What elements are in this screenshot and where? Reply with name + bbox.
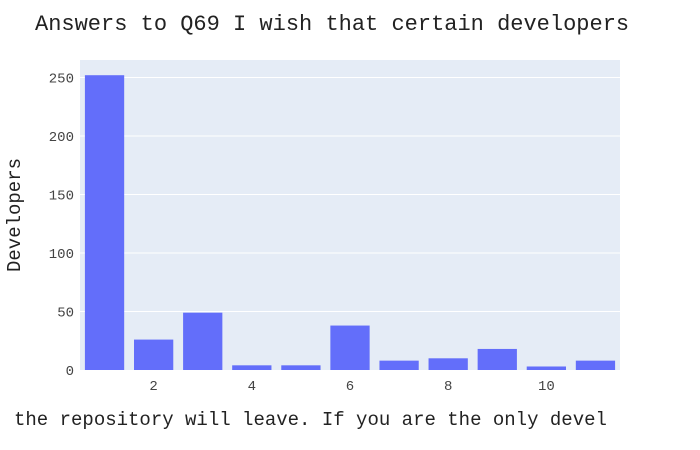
bar — [379, 360, 419, 370]
bar — [84, 75, 125, 370]
bar — [526, 366, 566, 370]
x-tick-label: 4 — [248, 379, 256, 395]
bars — [84, 75, 616, 370]
chart-title: Answers to Q69 I wish that certain devel… — [35, 12, 629, 37]
gridlines — [80, 77, 620, 313]
bar — [575, 360, 616, 370]
x-tick-label: 6 — [346, 379, 354, 395]
bar — [134, 339, 174, 370]
y-tick-label: 0 — [66, 364, 74, 380]
y-axis-title: Developers — [4, 158, 26, 272]
bar — [232, 365, 272, 370]
bar — [477, 348, 517, 370]
bar — [330, 325, 370, 370]
y-tick-label: 250 — [49, 72, 74, 88]
x-tick-label: 2 — [149, 379, 157, 395]
plot-area — [80, 60, 620, 370]
bar — [183, 312, 223, 370]
x-tick-label: 8 — [444, 379, 452, 395]
bar — [428, 358, 468, 370]
y-tick-label: 50 — [57, 306, 74, 322]
y-axis-ticks: 0 50 100 150 200 250 — [49, 72, 74, 380]
y-tick-label: 200 — [49, 130, 74, 146]
y-tick-label: 150 — [49, 189, 74, 205]
x-axis-ticks: 2 4 6 8 10 — [149, 379, 554, 395]
x-tick-label: 10 — [538, 379, 555, 395]
bar — [281, 365, 321, 370]
x-axis-title: the repository will leave. If you are th… — [14, 409, 607, 431]
y-tick-label: 100 — [49, 247, 74, 263]
